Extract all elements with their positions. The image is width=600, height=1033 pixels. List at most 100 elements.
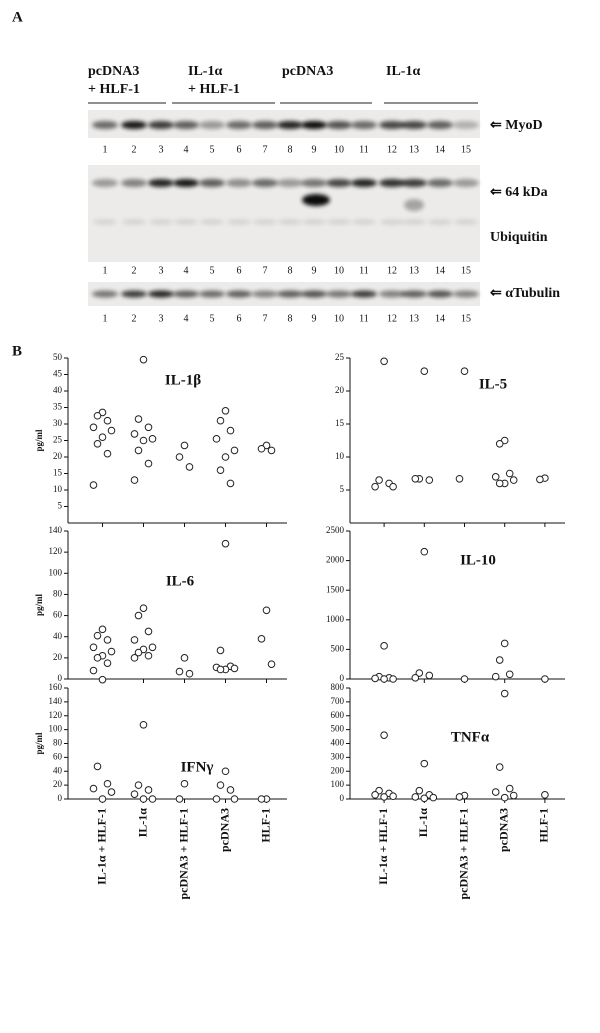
data-point bbox=[149, 436, 156, 443]
data-point bbox=[268, 661, 275, 668]
band bbox=[148, 179, 174, 187]
band bbox=[453, 179, 479, 187]
y-tick-label: 2500 bbox=[326, 525, 345, 535]
lane-number: 14 bbox=[435, 313, 445, 324]
data-point bbox=[426, 672, 433, 679]
data-point bbox=[94, 441, 101, 448]
data-point bbox=[90, 424, 97, 431]
y-tick-label: 120 bbox=[49, 546, 63, 556]
data-point bbox=[149, 796, 156, 803]
lane-number: 3 bbox=[159, 144, 164, 155]
y-tick-label: 5 bbox=[340, 484, 345, 494]
band bbox=[173, 121, 199, 129]
data-point bbox=[104, 417, 111, 424]
data-point bbox=[94, 412, 101, 419]
data-point bbox=[135, 612, 142, 619]
lane-number: 12 bbox=[387, 313, 397, 324]
category-label: pcDNA3 bbox=[217, 808, 231, 852]
y-tick-label: 160 bbox=[49, 682, 63, 692]
data-point bbox=[390, 676, 397, 683]
y-tick-label: 20 bbox=[53, 779, 63, 789]
lane-number: 8 bbox=[288, 313, 293, 324]
data-point bbox=[381, 732, 388, 739]
panel-label: B bbox=[12, 343, 22, 359]
band bbox=[427, 121, 453, 129]
lane-number: 12 bbox=[387, 265, 397, 276]
data-point bbox=[506, 785, 513, 792]
y-tick-label: 100 bbox=[331, 779, 345, 789]
data-point bbox=[381, 794, 388, 801]
data-point bbox=[412, 675, 419, 682]
data-point bbox=[421, 368, 428, 375]
lane-number: 3 bbox=[159, 265, 164, 276]
data-point bbox=[231, 796, 238, 803]
band bbox=[277, 121, 303, 129]
data-point bbox=[131, 431, 138, 438]
category-label: IL-1α bbox=[416, 808, 430, 838]
y-tick-label: 5 bbox=[58, 501, 63, 511]
lane-number: 2 bbox=[132, 313, 137, 324]
lane-number: 4 bbox=[184, 313, 189, 324]
data-point bbox=[131, 477, 138, 484]
lane-number: 15 bbox=[461, 144, 471, 155]
y-tick-label: 300 bbox=[331, 751, 345, 761]
data-point bbox=[501, 794, 508, 801]
lane-number: 1 bbox=[103, 265, 108, 276]
data-point bbox=[99, 434, 106, 441]
band bbox=[226, 179, 252, 187]
y-tick-label: 50 bbox=[53, 352, 63, 362]
data-point bbox=[456, 794, 463, 801]
data-point bbox=[412, 475, 419, 482]
data-point bbox=[227, 480, 234, 487]
data-point bbox=[510, 477, 517, 484]
band bbox=[122, 219, 146, 225]
y-tick-label: 1500 bbox=[326, 584, 345, 594]
data-point bbox=[145, 787, 152, 794]
band bbox=[148, 121, 174, 129]
y-tick-label: 100 bbox=[49, 724, 63, 734]
data-point bbox=[542, 676, 549, 683]
band bbox=[252, 179, 278, 187]
data-point bbox=[492, 474, 499, 481]
y-tick-label: 20 bbox=[335, 385, 345, 395]
y-tick-label: 2000 bbox=[326, 555, 345, 565]
data-point bbox=[149, 644, 156, 651]
group-label: IL-1α bbox=[188, 64, 222, 79]
band bbox=[301, 291, 327, 298]
data-point bbox=[258, 445, 265, 452]
band bbox=[149, 219, 173, 225]
data-point bbox=[217, 782, 224, 789]
data-point bbox=[135, 782, 142, 789]
data-point bbox=[90, 644, 97, 651]
y-tick-label: 15 bbox=[53, 468, 63, 478]
category-label: pcDNA3 + HLF-1 bbox=[176, 808, 190, 900]
data-point bbox=[145, 652, 152, 659]
data-point bbox=[496, 480, 503, 487]
lane-number: 4 bbox=[184, 265, 189, 276]
band bbox=[252, 291, 278, 298]
plot-title: IL-5 bbox=[479, 376, 507, 392]
data-point bbox=[222, 408, 229, 415]
y-tick-label: 60 bbox=[53, 751, 63, 761]
data-point bbox=[510, 792, 517, 799]
y-axis-label: pg/ml bbox=[34, 594, 44, 617]
y-tick-label: 600 bbox=[331, 710, 345, 720]
lane-number: 13 bbox=[409, 265, 419, 276]
band bbox=[92, 291, 118, 298]
lane-number: 9 bbox=[312, 313, 317, 324]
band bbox=[351, 291, 377, 298]
band bbox=[427, 291, 453, 298]
lane-number: 6 bbox=[237, 265, 242, 276]
lane-number: 14 bbox=[435, 265, 445, 276]
band bbox=[121, 121, 147, 129]
lane-number: 9 bbox=[312, 144, 317, 155]
band bbox=[226, 121, 252, 129]
band bbox=[199, 121, 225, 129]
data-point bbox=[416, 787, 423, 794]
data-point bbox=[104, 660, 111, 667]
lane-number: 7 bbox=[263, 265, 268, 276]
data-point bbox=[390, 793, 397, 800]
blot-label: Ubiquitin bbox=[490, 230, 548, 245]
band bbox=[302, 194, 330, 206]
band bbox=[351, 179, 377, 187]
